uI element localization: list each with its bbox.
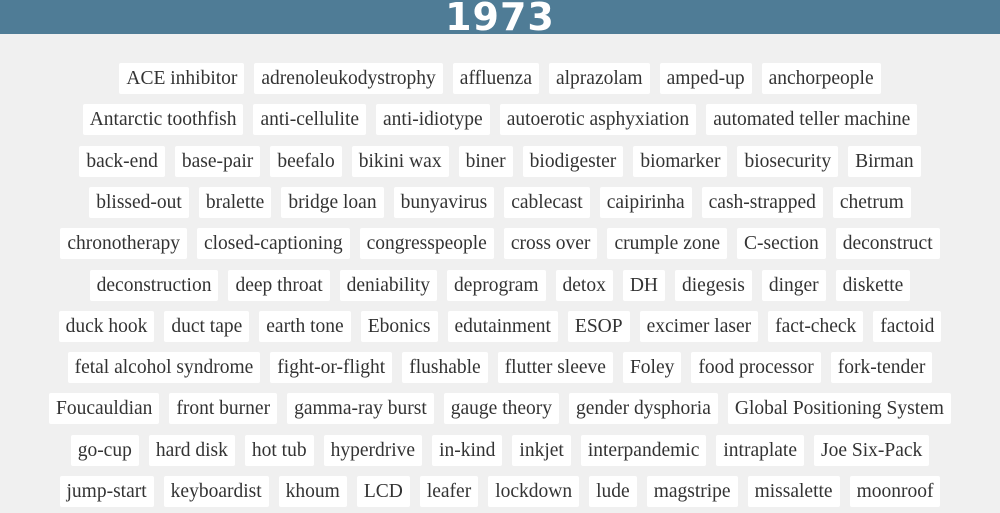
word-tag[interactable]: excimer laser <box>639 310 759 342</box>
word-tag[interactable]: C-section <box>737 228 826 260</box>
word-tag[interactable]: closed-captioning <box>196 228 350 260</box>
word-tag[interactable]: anti-idiotype <box>376 104 490 136</box>
word-tag[interactable]: inkjet <box>512 434 571 466</box>
word-tag[interactable]: missalette <box>747 476 840 507</box>
word-tag[interactable]: fetal alcohol syndrome <box>67 352 261 384</box>
word-tag[interactable]: LCD <box>356 476 410 507</box>
word-tag[interactable]: Foley <box>622 352 682 384</box>
word-row: blissed-out bralette bridge loan bunyavirus… <box>0 186 1000 218</box>
word-row: ACE inhibitor adrenoleukodystrophy affluen… <box>0 63 1000 94</box>
word-tag[interactable]: bralette <box>198 186 272 218</box>
word-tag[interactable]: amped-up <box>659 63 752 94</box>
word-tag[interactable]: detox <box>555 269 613 301</box>
word-tag[interactable]: Antarctic toothfish <box>82 104 244 136</box>
word-tag[interactable]: bunyavirus <box>393 186 495 218</box>
word-tag[interactable]: cross over <box>503 228 598 260</box>
word-tag[interactable]: lockdown <box>488 476 580 507</box>
word-tag[interactable]: biodigester <box>522 145 624 177</box>
word-cloud: ACE inhibitor adrenoleukodystrophy affluen… <box>0 34 1000 513</box>
word-tag[interactable]: keyboardist <box>163 476 269 507</box>
word-tag[interactable]: hard disk <box>148 434 235 466</box>
word-row: deconstruction deep throat deniability depr… <box>0 269 1000 301</box>
word-tag[interactable]: hyperdrive <box>323 434 423 466</box>
word-tag[interactable]: crumple zone <box>607 228 728 260</box>
word-tag[interactable]: biomarker <box>633 145 728 177</box>
word-tag[interactable]: beefalo <box>270 145 342 177</box>
word-tag[interactable]: fact-check <box>768 310 864 342</box>
word-tag[interactable]: duck hook <box>58 310 155 342</box>
word-tag[interactable]: earth tone <box>259 310 351 342</box>
word-tag[interactable]: interpandemic <box>580 434 707 466</box>
word-tag[interactable]: adrenoleukodystrophy <box>254 63 443 94</box>
word-tag[interactable]: deniability <box>339 269 438 301</box>
year-header: 1973 <box>0 0 1000 39</box>
word-tag[interactable]: anti-cellulite <box>253 104 367 136</box>
word-tag[interactable]: Joe Six-Pack <box>814 434 930 466</box>
word-row: jump-start keyboardist khoum LCD leafer lockd… <box>0 476 1000 507</box>
word-row: chronotherapy closed-captioning congresspe… <box>0 228 1000 260</box>
word-tag[interactable]: khoum <box>278 476 347 507</box>
word-tag[interactable]: Birman <box>848 145 921 177</box>
word-tag[interactable]: food processor <box>691 352 821 384</box>
word-tag[interactable]: autoerotic asphyxiation <box>499 104 697 136</box>
word-tag[interactable]: ESOP <box>567 310 630 342</box>
word-tag[interactable]: Ebonics <box>360 310 438 342</box>
word-tag[interactable]: fork-tender <box>830 352 933 384</box>
word-tag[interactable]: deep throat <box>228 269 330 301</box>
word-row: go-cup hard disk hot tub hyperdrive in-kind i… <box>0 434 1000 466</box>
word-tag[interactable]: gamma-ray burst <box>287 393 434 425</box>
word-tag[interactable]: bikini wax <box>351 145 449 177</box>
word-row: Antarctic toothfish anti-cellulite anti-id… <box>0 104 1000 136</box>
word-tag[interactable]: blissed-out <box>89 186 189 218</box>
word-tag[interactable]: leafer <box>419 476 479 507</box>
word-tag[interactable]: fight-or-flight <box>270 352 393 384</box>
word-tag[interactable]: intraplate <box>716 434 805 466</box>
word-tag[interactable]: caipirinha <box>599 186 692 218</box>
word-tag[interactable]: biner <box>458 145 513 177</box>
word-tag[interactable]: gender dysphoria <box>569 393 718 425</box>
word-tag[interactable]: chetrum <box>832 186 911 218</box>
word-tag[interactable]: ACE inhibitor <box>119 63 245 94</box>
word-row: back-end base-pair beefalo bikini wax biner b… <box>0 145 1000 177</box>
word-tag[interactable]: gauge theory <box>443 393 560 425</box>
word-tag[interactable]: in-kind <box>432 434 503 466</box>
word-tag[interactable]: deconstruct <box>835 228 940 260</box>
word-tag[interactable]: affluenza <box>452 63 539 94</box>
word-tag[interactable]: bridge loan <box>281 186 384 218</box>
word-tag[interactable]: deprogram <box>447 269 546 301</box>
word-tag[interactable]: lude <box>589 476 637 507</box>
word-tag[interactable]: moonroof <box>849 476 941 507</box>
year-title: 1973 <box>445 0 555 39</box>
word-tag[interactable]: dinger <box>761 269 826 301</box>
word-tag[interactable]: Global Positioning System <box>727 393 951 425</box>
word-tag[interactable]: jump-start <box>59 476 154 507</box>
word-tag[interactable]: anchorpeople <box>761 63 881 94</box>
word-row: fetal alcohol syndrome fight-or-flight flu… <box>0 352 1000 384</box>
word-tag[interactable]: Foucauldian <box>49 393 160 425</box>
word-tag[interactable]: front burner <box>169 393 278 425</box>
word-tag[interactable]: flushable <box>402 352 488 384</box>
word-tag[interactable]: duct tape <box>164 310 250 342</box>
word-tag[interactable]: magstripe <box>646 476 738 507</box>
word-tag[interactable]: chronotherapy <box>60 228 187 260</box>
word-tag[interactable]: alprazolam <box>548 63 650 94</box>
word-tag[interactable]: DH <box>622 269 666 301</box>
word-tag[interactable]: congresspeople <box>359 228 494 260</box>
word-tag[interactable]: factoid <box>873 310 942 342</box>
word-tag[interactable]: deconstruction <box>89 269 219 301</box>
word-tag[interactable]: diegesis <box>675 269 752 301</box>
word-tag[interactable]: cablecast <box>504 186 590 218</box>
word-tag[interactable]: flutter sleeve <box>497 352 613 384</box>
word-tag[interactable]: automated teller machine <box>706 104 918 136</box>
word-row: Foucauldian front burner gamma-ray burst ga… <box>0 393 1000 425</box>
word-tag[interactable]: diskette <box>835 269 911 301</box>
word-tag[interactable]: hot tub <box>244 434 314 466</box>
word-tag[interactable]: edutainment <box>447 310 558 342</box>
word-tag[interactable]: cash-strapped <box>701 186 823 218</box>
word-tag[interactable]: go-cup <box>70 434 139 466</box>
word-tag[interactable]: biosecurity <box>737 145 839 177</box>
word-tag[interactable]: base-pair <box>174 145 261 177</box>
word-tag[interactable]: back-end <box>79 145 165 177</box>
word-row: duck hook duct tape earth tone Ebonics eduta… <box>0 310 1000 342</box>
